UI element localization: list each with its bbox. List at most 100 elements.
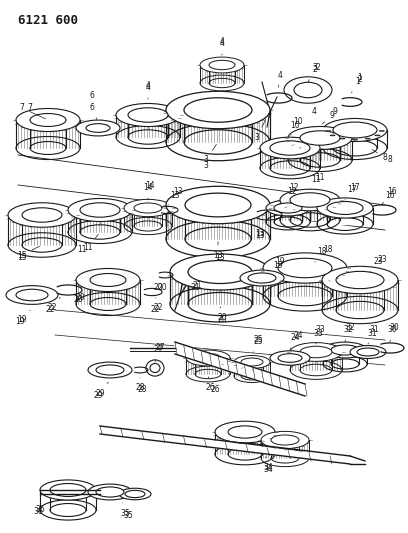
Text: 15: 15 bbox=[17, 246, 40, 260]
Text: 17: 17 bbox=[350, 183, 360, 192]
Polygon shape bbox=[166, 205, 270, 239]
Polygon shape bbox=[280, 200, 340, 220]
Ellipse shape bbox=[76, 269, 140, 292]
Text: 30: 30 bbox=[389, 324, 399, 333]
Ellipse shape bbox=[300, 346, 332, 358]
Text: 12: 12 bbox=[289, 183, 299, 192]
Text: 4: 4 bbox=[312, 108, 317, 117]
Text: 34: 34 bbox=[263, 465, 273, 474]
Polygon shape bbox=[186, 358, 230, 374]
Ellipse shape bbox=[228, 426, 262, 438]
Ellipse shape bbox=[80, 203, 120, 217]
Text: 22: 22 bbox=[45, 305, 55, 314]
Ellipse shape bbox=[170, 254, 270, 290]
Ellipse shape bbox=[248, 273, 276, 283]
Text: 20: 20 bbox=[217, 307, 227, 322]
Polygon shape bbox=[290, 352, 342, 370]
Text: 20: 20 bbox=[73, 295, 83, 304]
Ellipse shape bbox=[330, 135, 335, 136]
Text: 11: 11 bbox=[310, 175, 321, 190]
Ellipse shape bbox=[6, 286, 58, 304]
Ellipse shape bbox=[331, 345, 359, 355]
Text: 7: 7 bbox=[20, 103, 45, 119]
Text: 4: 4 bbox=[146, 80, 151, 90]
Text: 2: 2 bbox=[358, 76, 362, 85]
Text: 3: 3 bbox=[313, 63, 317, 72]
Text: 6: 6 bbox=[90, 92, 94, 101]
Ellipse shape bbox=[261, 431, 309, 449]
Ellipse shape bbox=[119, 488, 151, 500]
Polygon shape bbox=[40, 490, 96, 510]
Polygon shape bbox=[215, 432, 275, 454]
Ellipse shape bbox=[124, 199, 172, 216]
Text: 36: 36 bbox=[33, 507, 43, 516]
Polygon shape bbox=[170, 272, 270, 304]
Polygon shape bbox=[260, 148, 320, 168]
Text: 35: 35 bbox=[120, 503, 130, 518]
Text: 13: 13 bbox=[255, 231, 265, 240]
Text: 35: 35 bbox=[123, 511, 133, 520]
Text: 6121 600: 6121 600 bbox=[18, 14, 78, 27]
Ellipse shape bbox=[188, 261, 252, 284]
Text: 25: 25 bbox=[253, 335, 263, 344]
Ellipse shape bbox=[294, 82, 322, 98]
Ellipse shape bbox=[88, 362, 132, 378]
Ellipse shape bbox=[270, 351, 310, 365]
Ellipse shape bbox=[16, 109, 80, 132]
Text: 34: 34 bbox=[263, 457, 273, 472]
Text: 11: 11 bbox=[83, 234, 98, 253]
Ellipse shape bbox=[30, 114, 66, 126]
Text: 22: 22 bbox=[150, 305, 160, 314]
Text: 7: 7 bbox=[28, 103, 33, 112]
Polygon shape bbox=[323, 130, 387, 148]
Ellipse shape bbox=[68, 198, 132, 222]
Text: 25: 25 bbox=[253, 337, 263, 352]
Text: 29: 29 bbox=[93, 392, 103, 400]
Text: 11: 11 bbox=[315, 174, 325, 182]
Ellipse shape bbox=[215, 421, 275, 443]
Text: 9: 9 bbox=[333, 108, 337, 117]
Text: 26: 26 bbox=[210, 385, 220, 394]
Ellipse shape bbox=[290, 343, 342, 361]
Text: 33: 33 bbox=[315, 326, 325, 335]
Text: 36: 36 bbox=[35, 502, 53, 514]
Polygon shape bbox=[175, 342, 305, 396]
Ellipse shape bbox=[125, 490, 145, 498]
Ellipse shape bbox=[326, 131, 330, 132]
Text: 18: 18 bbox=[315, 247, 327, 262]
Text: 3: 3 bbox=[255, 119, 266, 141]
Text: 15: 15 bbox=[17, 254, 27, 262]
Ellipse shape bbox=[280, 189, 340, 211]
Ellipse shape bbox=[379, 131, 384, 132]
Ellipse shape bbox=[365, 138, 370, 139]
Polygon shape bbox=[323, 350, 367, 364]
Ellipse shape bbox=[357, 348, 379, 356]
Ellipse shape bbox=[96, 365, 124, 375]
Ellipse shape bbox=[134, 203, 162, 213]
Ellipse shape bbox=[86, 124, 110, 132]
Text: 2: 2 bbox=[308, 66, 317, 82]
Polygon shape bbox=[76, 280, 140, 304]
Text: 10: 10 bbox=[290, 120, 300, 135]
Ellipse shape bbox=[278, 354, 302, 362]
Text: 19: 19 bbox=[268, 261, 283, 272]
Ellipse shape bbox=[16, 289, 48, 301]
Text: 14: 14 bbox=[143, 183, 153, 200]
Text: 27: 27 bbox=[155, 343, 165, 351]
Polygon shape bbox=[322, 280, 398, 310]
Ellipse shape bbox=[40, 480, 96, 500]
Text: 10: 10 bbox=[293, 117, 303, 126]
Text: 13: 13 bbox=[173, 188, 183, 197]
Text: 17: 17 bbox=[345, 185, 357, 200]
Text: 21: 21 bbox=[192, 280, 202, 289]
Text: 19: 19 bbox=[17, 310, 30, 325]
Ellipse shape bbox=[317, 198, 373, 218]
Ellipse shape bbox=[150, 364, 160, 373]
Ellipse shape bbox=[186, 350, 230, 366]
Text: 13: 13 bbox=[255, 223, 265, 238]
Ellipse shape bbox=[340, 138, 345, 139]
Text: 20: 20 bbox=[157, 284, 167, 293]
Ellipse shape bbox=[90, 273, 126, 286]
Text: 14: 14 bbox=[145, 181, 155, 190]
Text: 30: 30 bbox=[387, 326, 397, 342]
